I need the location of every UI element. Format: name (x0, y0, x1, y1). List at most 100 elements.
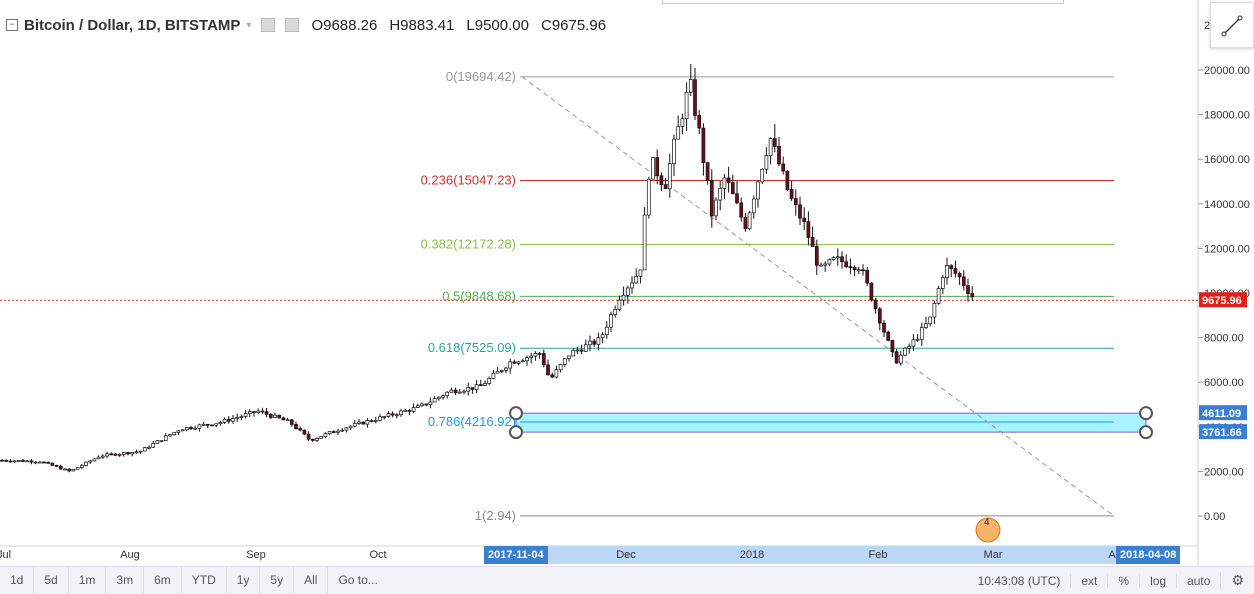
candle-body (310, 438, 315, 441)
range-5d-button[interactable]: 5d (34, 567, 69, 594)
candle-body (684, 91, 689, 120)
candle-body (785, 170, 790, 190)
candle-body (558, 364, 563, 371)
fib-level-label: 0.618(7525.09) (428, 340, 516, 355)
candle-body (877, 308, 882, 324)
candle-body (432, 398, 437, 403)
range-all-button[interactable]: All (294, 567, 329, 594)
candle-body (315, 438, 319, 441)
candle-body (554, 369, 559, 378)
candle-body (361, 421, 366, 425)
candle-body (781, 163, 786, 172)
fib-level-label: 0(19694.42) (446, 69, 516, 84)
utc-clock[interactable]: 10:43:08 (UTC) (977, 573, 1061, 588)
candle-body (348, 425, 353, 429)
candle-body (915, 338, 920, 341)
range-tag: 3761.66 (1202, 427, 1242, 439)
candle-body (210, 424, 214, 427)
candle-body (911, 339, 916, 347)
price-tick-label: 2000.00 (1204, 466, 1244, 478)
fib-trend-line (521, 76, 1115, 517)
candle-body (306, 433, 311, 440)
candle-body (747, 212, 752, 230)
candle-body (390, 413, 395, 416)
candle-body (966, 285, 970, 294)
low-value: L9500.00 (466, 16, 529, 34)
candle-body (445, 391, 450, 397)
range-ytd-button[interactable]: YTD (182, 567, 227, 594)
candle-body (327, 431, 332, 435)
candle-body (646, 178, 651, 216)
candle-body (163, 435, 168, 441)
price-tick-label: 8000.00 (1204, 333, 1244, 345)
range-1y-button[interactable]: 1y (227, 567, 261, 594)
time-axis[interactable]: Jul Aug Sep Oct 2017-11-04 Dec 2018 Feb … (0, 546, 1198, 566)
price-tick-label: 14000.00 (1204, 199, 1250, 211)
auto-toggle[interactable]: auto (1176, 573, 1220, 588)
range-1d-button[interactable]: 1d (0, 567, 35, 594)
settings-icon[interactable] (285, 18, 300, 32)
percent-toggle[interactable]: % (1107, 573, 1139, 588)
candle-body (705, 162, 710, 181)
time-label: Dec (616, 549, 636, 561)
resize-handle (1139, 425, 1153, 440)
candle-body (550, 374, 555, 378)
end-date-tag: 2018-04-08 (1116, 546, 1181, 564)
fib-level-label: 1(2.94) (475, 508, 516, 523)
ext-toggle[interactable]: ext (1070, 573, 1107, 588)
candle-body (441, 395, 445, 398)
candle-body (588, 340, 592, 346)
candle-body (701, 127, 706, 163)
candle-body (936, 288, 941, 304)
collapse-icon[interactable]: − (6, 19, 18, 31)
candle-body (961, 276, 966, 286)
range-1m-button[interactable]: 1m (69, 567, 107, 594)
candle-body (113, 453, 118, 456)
candle-body (726, 177, 731, 183)
chevron-down-icon[interactable]: ▾ (246, 19, 252, 31)
candle-body (8, 460, 13, 463)
log-toggle[interactable]: log (1139, 573, 1176, 588)
candle-body (667, 163, 672, 190)
candle-body (810, 237, 815, 247)
candle-body (760, 168, 765, 183)
candle-body (634, 276, 639, 284)
candle-body (651, 157, 655, 180)
candle-body (764, 155, 769, 170)
candle-body (470, 387, 475, 390)
candle-body (630, 282, 634, 289)
candle-body (491, 372, 496, 379)
candle-body (344, 427, 349, 431)
candle-body (499, 369, 504, 372)
symbol-title[interactable]: Bitcoin / Dollar, 1D, BITSTAMP (24, 16, 241, 34)
candle-body (949, 265, 954, 269)
candle-body (802, 217, 807, 222)
candle-body (63, 468, 67, 471)
candle-body (873, 299, 878, 310)
resize-handle (1139, 406, 1153, 421)
drawing-tool-button[interactable] (1210, 2, 1254, 48)
candle-body (793, 198, 798, 206)
candle-body (945, 265, 949, 278)
range-6m-button[interactable]: 6m (144, 567, 182, 594)
visibility-icon[interactable] (261, 18, 276, 32)
candle-body (268, 414, 273, 418)
time-label: 2018 (739, 549, 765, 561)
candle-body (823, 263, 828, 266)
goto-date-button[interactable]: Go to... (338, 573, 378, 587)
candle-body (688, 79, 693, 93)
candle-body (247, 411, 252, 415)
candle-body (109, 453, 114, 456)
gear-icon[interactable]: ⚙ (1220, 572, 1254, 589)
candle-body (75, 467, 80, 470)
candle-body (121, 452, 126, 455)
last-price-tag-bg (1199, 292, 1247, 308)
candle-body (357, 421, 361, 424)
price-chart[interactable]: 20000.00 18000.00 16000.00 14000.00 12000.00… (0, 0, 1254, 566)
candle-body (180, 429, 185, 432)
candle-body (193, 427, 198, 430)
range-3m-button[interactable]: 3m (106, 567, 145, 594)
candle-body (33, 461, 38, 464)
candle-body (50, 462, 55, 466)
range-5y-button[interactable]: 5y (260, 567, 295, 594)
